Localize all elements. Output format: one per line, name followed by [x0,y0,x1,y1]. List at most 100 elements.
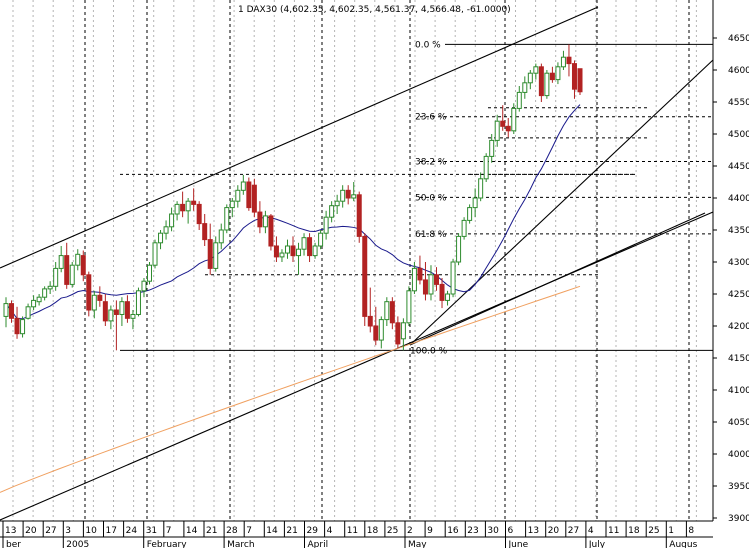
candle-body [202,223,208,241]
candle-body [262,215,268,228]
moving-average-line [5,104,581,320]
candle-body [273,245,279,258]
candle-body [422,279,428,295]
x-tick-label: 16 [447,526,459,536]
candle-body [577,68,583,93]
candle-body [445,293,451,301]
candle-body [124,301,130,319]
candle-body [362,235,368,317]
candle-body [3,303,9,317]
x-tick-label: 27 [568,526,579,536]
x-month-label: July [588,540,606,548]
candle-body [312,245,318,257]
x-tick-label: 14 [186,526,198,536]
candle-body [329,205,335,218]
candle-body [25,306,31,319]
candle-body [428,274,434,295]
y-tick-label: 4250 [728,290,749,300]
candle-body [180,203,186,212]
y-tick-label: 4150 [728,354,749,364]
candle-body [500,120,506,127]
candle-body [301,237,307,250]
candle-body [505,125,511,132]
candle-body [31,299,37,308]
candle-body [549,72,555,81]
trend-line [409,59,714,346]
candle-body [36,296,42,303]
candle-body [290,245,296,257]
candle-body [351,194,357,199]
candle-body [395,322,401,345]
x-tick-label: 9 [427,526,433,536]
candle-body [555,66,561,81]
x-tick-label: 11 [608,526,619,536]
x-tick-label: 25 [387,526,398,536]
x-tick-label: 28 [226,526,238,536]
candle-body [389,301,395,324]
candle-body [279,252,285,258]
x-tick-label: 18 [367,526,379,536]
candle-body [246,181,252,209]
candle-body [191,200,197,205]
candle-body [158,232,164,244]
candle-body [434,274,439,285]
candle-body [373,325,379,341]
y-tick-label: 3950 [728,482,749,492]
candle-body [417,267,423,281]
candle-body [527,72,533,84]
candle-body [284,245,290,254]
candle-body [141,280,147,292]
candle-body [174,203,180,215]
candle-body [533,66,539,74]
candle-body [113,309,119,315]
x-tick-label: 7 [166,526,172,536]
candle-body [91,294,97,311]
candle-body [86,274,92,311]
y-tick-label: 4100 [728,386,749,396]
candle-body [566,56,572,65]
y-tick-label: 4300 [728,258,749,268]
candle-body [130,313,136,319]
candle-body [367,315,373,327]
candle-body [47,285,53,290]
candle-body [489,139,495,157]
candle-body [378,319,384,341]
candle-body [511,107,517,132]
x-tick-label: 2 [407,526,413,536]
candle-body [80,255,86,276]
x-tick-label: 14 [266,526,278,536]
x-tick-label: 24 [126,526,138,536]
candle-body [207,239,213,269]
y-tick-label: 4450 [728,162,749,172]
candle-body [334,200,340,207]
candle-body [384,301,390,321]
candle-body [296,248,302,257]
candle-body [268,215,274,247]
candle-body [135,290,141,315]
candle-body [560,56,566,68]
y-tick-label: 4050 [728,418,749,428]
candle-body [53,267,59,287]
candle-body [147,264,152,282]
trend-line [0,211,714,521]
candle-body [345,189,351,199]
x-month-label: March [227,540,254,548]
candle-body [97,294,103,301]
x-month-label: April [308,540,329,548]
candle-body [472,197,478,209]
x-tick-label: 29 [307,526,319,536]
candle-body [224,207,230,231]
x-tick-label: 4 [588,526,594,536]
candle-body [185,200,191,212]
y-tick-label: 4200 [728,322,749,332]
x-tick-label: 10 [85,526,97,536]
fib-level-label: 61.8 % [415,230,447,240]
x-tick-label: 21 [206,526,217,536]
trend-line [409,212,706,346]
x-tick-label: 4 [327,526,333,536]
candle-body [544,72,550,97]
x-tick-label: 8 [688,526,694,536]
candle-body [42,288,48,298]
candle-body [318,232,324,247]
